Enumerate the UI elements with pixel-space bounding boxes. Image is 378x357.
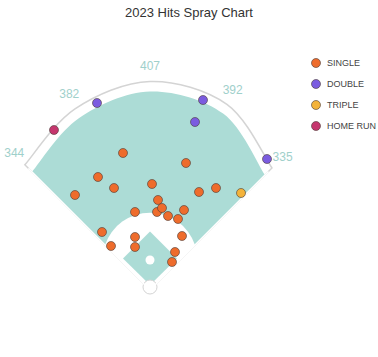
- svg-text:392: 392: [223, 83, 243, 97]
- svg-text:407: 407: [140, 59, 160, 73]
- svg-text:344: 344: [4, 146, 24, 160]
- html-text:TRIPLE: TRIPLE: [327, 99, 359, 110]
- svg-text:335: 335: [273, 150, 293, 164]
- html-text:SINGLE: SINGLE: [327, 57, 360, 68]
- html-text:DOUBLE: DOUBLE: [327, 78, 364, 89]
- html-text:HOME RUN: HOME RUN: [327, 120, 376, 131]
- html-text:2023 Hits Spray Chart: 2023 Hits Spray Chart: [125, 5, 253, 20]
- svg-text:382: 382: [59, 87, 79, 101]
